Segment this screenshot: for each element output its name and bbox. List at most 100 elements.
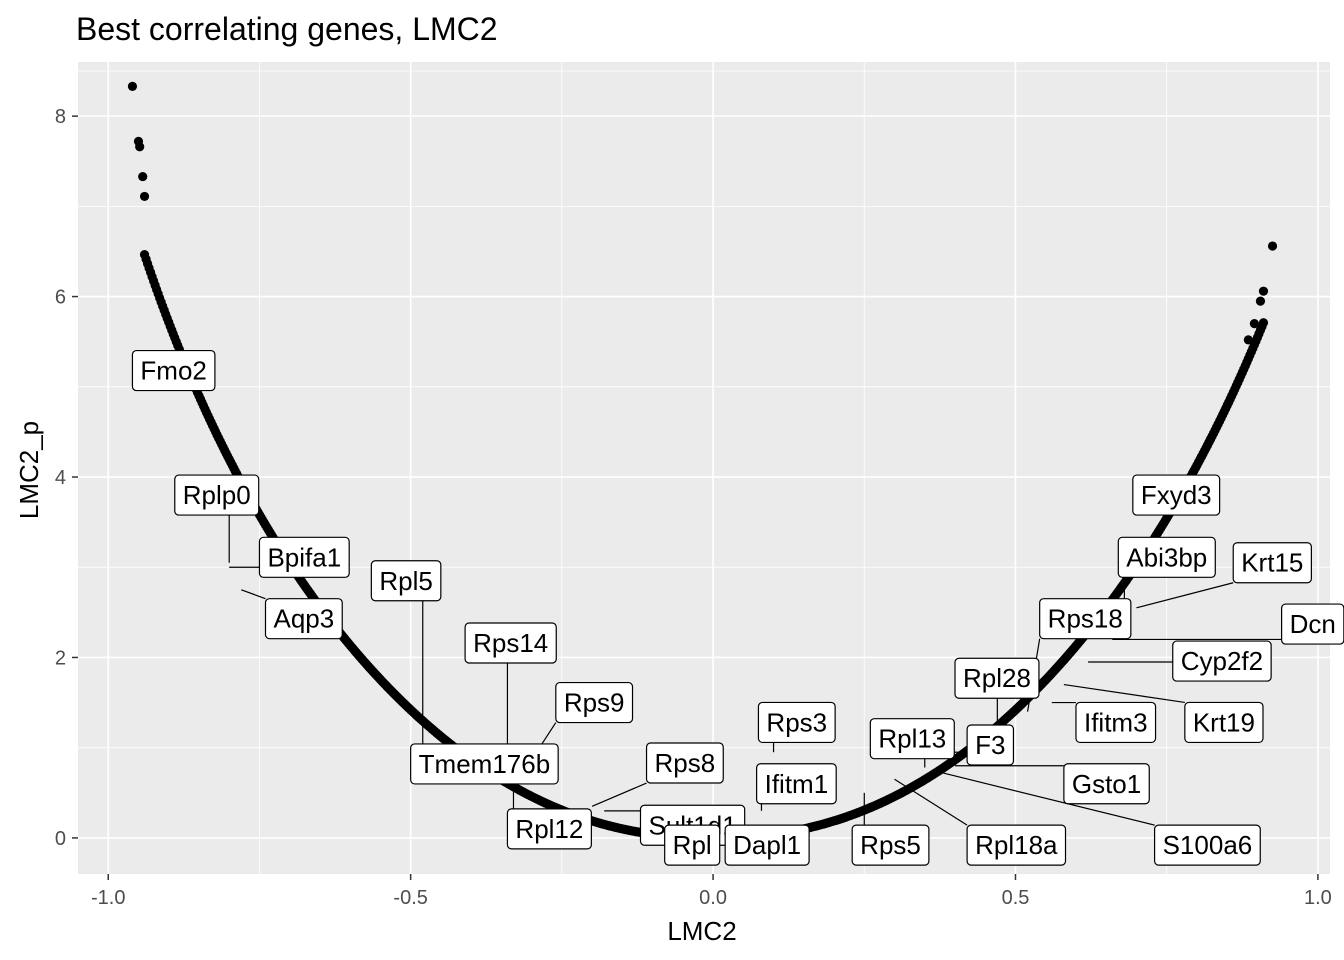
leader-line bbox=[894, 778, 968, 826]
gene-label-text: Rplp0 bbox=[183, 480, 251, 510]
gene-label-box bbox=[851, 824, 930, 866]
data-point bbox=[1243, 335, 1253, 345]
gene-label-box bbox=[664, 824, 721, 866]
x-tick-label: 0.0 bbox=[699, 887, 727, 909]
data-point bbox=[1258, 286, 1269, 296]
gene-label-bpifa1: Bpifa1 bbox=[258, 536, 350, 578]
gene-label-box bbox=[1184, 701, 1264, 744]
gene-label-box bbox=[258, 536, 350, 578]
chart-title: Best correlating genes, LMC2 bbox=[76, 11, 498, 47]
leader-line bbox=[241, 589, 266, 600]
gene-label-box bbox=[370, 560, 442, 602]
gene-label-text: Dcn bbox=[1290, 609, 1336, 639]
gene-label-box bbox=[1232, 542, 1312, 584]
gene-label-rpl: Rpl bbox=[664, 824, 721, 866]
data-point bbox=[135, 142, 145, 152]
gene-label-box bbox=[1075, 701, 1157, 744]
leader-line bbox=[1136, 582, 1234, 609]
gene-label-text: Tmem176b bbox=[419, 749, 550, 779]
gene-label-box bbox=[645, 742, 724, 784]
gene-label-fmo2: Fmo2 bbox=[131, 349, 216, 392]
gene-label-text: Bpifa1 bbox=[267, 542, 341, 572]
gene-label-text: Abi3bp bbox=[1126, 542, 1207, 572]
gene-label-dapl1: Dapl1 bbox=[724, 824, 810, 866]
gene-label-text: Rps5 bbox=[860, 830, 921, 860]
gene-label-rpl13: Rpl13 bbox=[869, 718, 955, 760]
label-leader-lines bbox=[228, 515, 1282, 826]
leader-line bbox=[942, 772, 1155, 826]
gene-label-text: Ifitm1 bbox=[765, 769, 829, 799]
x-axis-title: LMC2 bbox=[667, 916, 736, 946]
gene-label-text: Rps18 bbox=[1048, 604, 1123, 634]
gene-label-text: Rps9 bbox=[564, 688, 625, 718]
gene-label-cyp2f2: Cyp2f2 bbox=[1172, 640, 1272, 682]
y-tick-label: 2 bbox=[55, 647, 66, 669]
gene-label-text: Gsto1 bbox=[1072, 769, 1141, 799]
gene-label-text: Rpl13 bbox=[878, 724, 946, 754]
gene-label-box bbox=[869, 718, 955, 760]
gene-label-rpl12: Rpl12 bbox=[506, 808, 592, 850]
data-point bbox=[1255, 296, 1266, 306]
y-tick-label: 4 bbox=[55, 467, 66, 489]
gene-label-rps5: Rps5 bbox=[851, 824, 930, 866]
x-tick-label: -0.5 bbox=[393, 887, 427, 909]
gene-label-box bbox=[555, 681, 634, 724]
gene-label-text: Rps8 bbox=[655, 748, 716, 778]
gene-label-box bbox=[756, 763, 837, 805]
gene-label-box bbox=[954, 657, 1040, 699]
gene-label-rpl28: Rpl28 bbox=[954, 657, 1040, 699]
gene-label-rps8: Rps8 bbox=[645, 742, 724, 784]
gene-label-tmem176b: Tmem176b bbox=[410, 743, 559, 785]
gene-label-text: Rpl5 bbox=[379, 566, 432, 596]
data-point bbox=[138, 171, 148, 182]
gene-label-text: Fmo2 bbox=[140, 356, 206, 386]
data-point bbox=[139, 191, 150, 202]
gene-label-ifitm1: Ifitm1 bbox=[756, 763, 837, 805]
gene-label-box bbox=[724, 824, 810, 866]
gene-label-s100a6: S100a6 bbox=[1153, 824, 1261, 866]
gene-label-box bbox=[1153, 824, 1261, 866]
gene-label-box bbox=[131, 349, 216, 392]
gene-label-text: Rpl28 bbox=[963, 663, 1031, 693]
gene-label-dcn: Dcn bbox=[1281, 603, 1344, 645]
gene-label-box bbox=[410, 743, 559, 785]
gene-label-box bbox=[1039, 598, 1132, 640]
gene-label-box bbox=[1132, 474, 1221, 516]
x-tick-label: -1.0 bbox=[91, 887, 125, 909]
x-tick-label: 1.0 bbox=[1304, 887, 1332, 909]
gene-label-rpl18a: Rpl18a bbox=[966, 824, 1067, 866]
data-point bbox=[1258, 318, 1269, 328]
gene-label-gsto1: Gsto1 bbox=[1063, 763, 1150, 805]
gene-label-text: Krt15 bbox=[1241, 548, 1303, 578]
gene-label-text: Rpl18a bbox=[975, 830, 1058, 860]
gene-label-text: Dapl1 bbox=[733, 830, 801, 860]
gene-label-box bbox=[757, 701, 836, 744]
gene-label-text: Aqp3 bbox=[273, 604, 334, 634]
gene-label-rplp0: Rplp0 bbox=[174, 474, 260, 516]
gene-label-aqp3: Aqp3 bbox=[264, 598, 343, 640]
y-axis-title: LMC2_p bbox=[14, 421, 44, 519]
gene-label-rps18: Rps18 bbox=[1039, 598, 1132, 640]
gene-labels: Fmo2 Rplp0 Bpifa1 Aqp3 Rpl5 Tmem176b Rps14 Rps9… bbox=[131, 349, 1344, 866]
axes: -1.0 -0.5 0.0 0.5 1.0 0 2 4 6 8 bbox=[55, 106, 1332, 909]
gene-label-krt19: Krt19 bbox=[1184, 701, 1264, 744]
gene-label-box bbox=[464, 622, 557, 664]
gene-label-rps9: Rps9 bbox=[555, 681, 634, 724]
gene-label-text: Fxyd3 bbox=[1141, 480, 1212, 510]
gene-label-text: Rps3 bbox=[766, 707, 827, 737]
gene-label-rps14: Rps14 bbox=[464, 622, 557, 664]
gene-label-rpl5: Rpl5 bbox=[370, 560, 442, 602]
gene-label-ifitm3: Ifitm3 bbox=[1075, 701, 1157, 744]
y-tick-label: 0 bbox=[55, 828, 66, 850]
data-point bbox=[1267, 241, 1278, 251]
gene-label-box bbox=[174, 474, 260, 516]
gene-label-box bbox=[264, 598, 343, 640]
gene-label-box bbox=[1117, 536, 1216, 578]
gene-label-box bbox=[966, 724, 1015, 766]
gene-label-fxyd3: Fxyd3 bbox=[1132, 474, 1221, 516]
data-point bbox=[1249, 319, 1259, 329]
gene-label-text: Rps14 bbox=[473, 628, 548, 658]
leader-line bbox=[591, 782, 647, 807]
gene-label-box bbox=[1063, 763, 1150, 805]
